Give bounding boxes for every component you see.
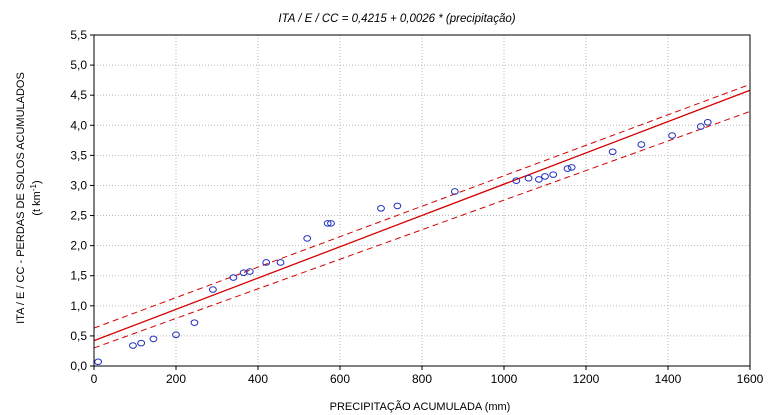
x-tick-label: 1600 <box>737 372 764 386</box>
x-tick-label: 1400 <box>655 372 682 386</box>
data-points <box>94 118 712 366</box>
x-tick-label: 1000 <box>491 372 518 386</box>
y-tick-label: 3,0 <box>70 178 87 192</box>
confidence-band <box>93 83 751 349</box>
data-point <box>137 339 146 347</box>
grid <box>94 35 750 366</box>
y-tick-label: 3,5 <box>70 148 87 162</box>
y-tick-label: 2,0 <box>70 239 87 253</box>
regression-fit <box>93 89 751 342</box>
data-point <box>149 335 158 343</box>
x-tick-label: 600 <box>330 372 350 386</box>
data-point <box>524 174 533 182</box>
x-axis-ticks: 0 200 400 600 800 1000 1200 1400 1600 <box>91 366 764 386</box>
data-point <box>549 171 558 178</box>
data-point <box>262 259 271 266</box>
data-point <box>541 173 549 180</box>
data-point <box>563 165 572 172</box>
data-point <box>245 268 254 275</box>
x-tick-label: 1200 <box>573 372 600 386</box>
x-tick-label: 800 <box>412 372 432 386</box>
data-point <box>637 141 646 148</box>
x-axis-title: PRECIPITAÇÃO ACUMULADA (mm) <box>330 400 511 413</box>
data-point <box>172 331 180 339</box>
data-point <box>94 358 102 366</box>
y-axis-title-line1: ITA / E / CC - PERDAS DE SOLOS ACUMULADO… <box>15 72 27 324</box>
y-axis-units-text: (t km-1) <box>29 180 43 215</box>
data-point <box>129 342 137 349</box>
data-point <box>229 274 238 281</box>
data-point <box>534 176 543 183</box>
x-tick-label: 400 <box>248 372 268 386</box>
x-tick-label: 200 <box>166 372 186 386</box>
data-point <box>327 220 335 227</box>
data-point <box>190 319 199 326</box>
y-tick-label: 0,0 <box>70 359 87 373</box>
data-point <box>703 118 712 126</box>
data-point <box>377 205 385 212</box>
chart-title: ITA / E / CC = 0,4215 + 0,0026 * (precip… <box>278 13 515 25</box>
y-axis-units: (t km-1) <box>29 180 43 215</box>
y-tick-label: 2,5 <box>70 209 87 223</box>
confidence-band-upper <box>93 83 751 329</box>
y-tick-label: 1,0 <box>70 299 87 313</box>
y-tick-label: 1,5 <box>70 269 87 283</box>
data-point <box>608 148 617 156</box>
confidence-band-lower <box>93 110 751 349</box>
x-tick-label: 0 <box>91 372 98 386</box>
data-point <box>323 220 332 227</box>
data-point <box>209 286 217 293</box>
data-point <box>512 177 521 184</box>
data-point <box>303 235 312 242</box>
y-axis-title: ITA / E / CC - PERDAS DE SOLOS ACUMULADO… <box>15 72 27 324</box>
y-tick-label: 5,0 <box>70 58 87 72</box>
y-tick-label: 4,0 <box>70 118 87 132</box>
data-point <box>393 202 402 210</box>
y-tick-label: 4,5 <box>70 88 87 102</box>
data-point <box>696 123 705 130</box>
data-point <box>668 132 676 139</box>
y-tick-label: 5,5 <box>70 28 87 42</box>
data-point <box>276 259 285 266</box>
data-point <box>450 188 459 195</box>
y-tick-label: 0,5 <box>70 329 87 343</box>
regression-line <box>93 89 751 342</box>
y-axis-ticks: 0,0 0,5 1,0 1,5 2,0 2,5 3,0 3,5 4,0 4,5 5,0 5,5 <box>70 28 94 373</box>
data-point <box>567 164 576 171</box>
